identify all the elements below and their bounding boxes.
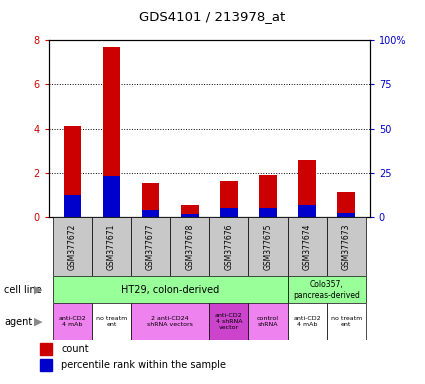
Bar [337, 192, 355, 217]
Text: HT29, colon-derived: HT29, colon-derived [121, 285, 219, 295]
Bar [327, 303, 366, 340]
Bar [259, 175, 277, 217]
Bar [53, 303, 92, 340]
Text: GSM377678: GSM377678 [185, 223, 194, 270]
Bar [64, 126, 81, 217]
Bar [142, 210, 159, 217]
Text: anti-CD2
4 mAb: anti-CD2 4 mAb [59, 316, 86, 327]
Text: GSM377676: GSM377676 [224, 223, 233, 270]
Bar [181, 214, 198, 217]
Text: no treatm
ent: no treatm ent [331, 316, 362, 327]
Text: GSM377675: GSM377675 [264, 223, 272, 270]
Text: anti-CD2
4 shRNA
vector: anti-CD2 4 shRNA vector [215, 313, 243, 330]
Text: ▶: ▶ [34, 285, 42, 295]
Bar [220, 180, 238, 217]
Bar [288, 217, 327, 276]
Text: Colo357,
pancreas-derived: Colo357, pancreas-derived [293, 280, 360, 300]
Bar [103, 47, 120, 217]
Bar [209, 303, 249, 340]
Bar [53, 217, 92, 276]
Bar [142, 183, 159, 217]
Bar [327, 217, 366, 276]
Bar [249, 217, 288, 276]
Text: 2 anti-CD24
shRNA vectors: 2 anti-CD24 shRNA vectors [147, 316, 193, 327]
Text: GDS4101 / 213978_at: GDS4101 / 213978_at [139, 10, 286, 23]
Text: ▶: ▶ [34, 316, 42, 327]
Bar [209, 217, 249, 276]
Text: no treatm
ent: no treatm ent [96, 316, 127, 327]
Text: count: count [61, 344, 89, 354]
Bar [92, 303, 131, 340]
Bar [249, 303, 288, 340]
Bar [288, 303, 327, 340]
Text: GSM377673: GSM377673 [342, 223, 351, 270]
Text: anti-CD2
4 mAb: anti-CD2 4 mAb [293, 316, 321, 327]
Bar [181, 205, 198, 217]
Bar [40, 359, 52, 371]
Bar [298, 160, 316, 217]
Bar [259, 208, 277, 217]
Bar [53, 276, 288, 303]
Bar [103, 176, 120, 217]
Text: agent: agent [4, 316, 32, 327]
Bar [170, 217, 209, 276]
Text: control
shRNA: control shRNA [257, 316, 279, 327]
Text: GSM377674: GSM377674 [303, 223, 312, 270]
Bar [288, 276, 366, 303]
Text: GSM377677: GSM377677 [146, 223, 155, 270]
Bar [40, 343, 52, 354]
Text: GSM377672: GSM377672 [68, 223, 77, 270]
Bar [298, 205, 316, 217]
Text: GSM377671: GSM377671 [107, 223, 116, 270]
Bar [131, 303, 209, 340]
Text: percentile rank within the sample: percentile rank within the sample [61, 360, 226, 370]
Bar [220, 208, 238, 217]
Bar [92, 217, 131, 276]
Bar [64, 195, 81, 217]
Bar [131, 217, 170, 276]
Bar [337, 213, 355, 217]
Text: cell line: cell line [4, 285, 42, 295]
